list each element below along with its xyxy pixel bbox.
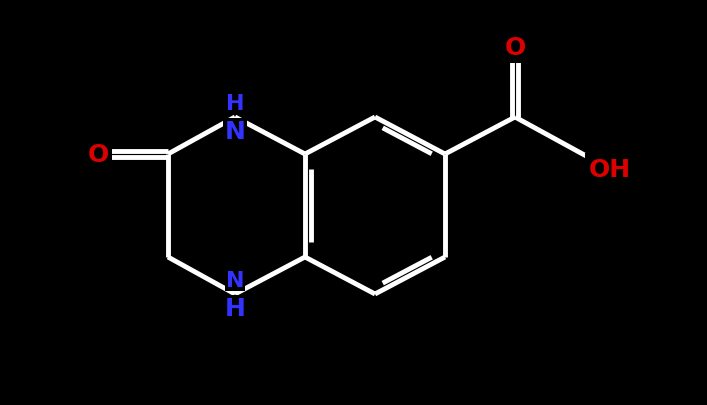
Text: H: H (226, 94, 244, 114)
Text: N: N (225, 120, 245, 144)
Text: N: N (226, 270, 244, 290)
Text: H: H (225, 296, 245, 320)
Text: O: O (88, 143, 109, 166)
Text: OH: OH (589, 158, 631, 181)
Text: O: O (504, 36, 525, 60)
